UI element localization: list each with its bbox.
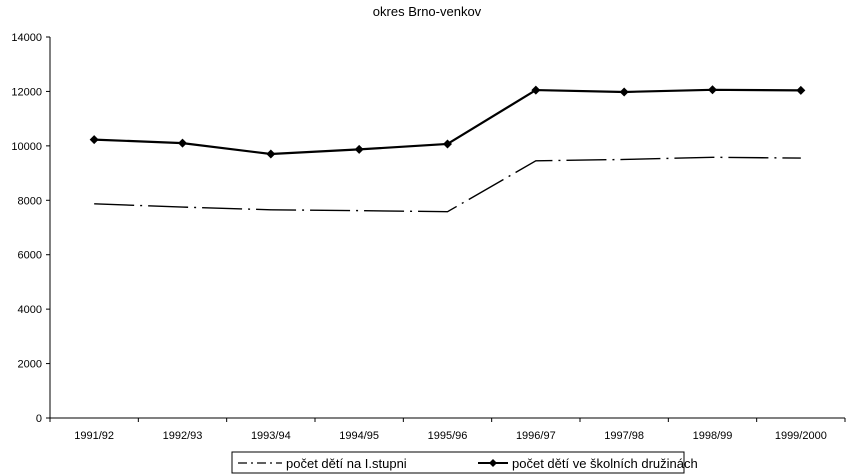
legend-diamond-icon (489, 459, 497, 467)
series-2-point (354, 144, 364, 154)
y-tick-label: 12000 (11, 86, 42, 98)
y-axis: 0 2000 4000 6000 8000 10000 12000 14000 (11, 32, 51, 425)
x-tick-label: 1992/93 (163, 430, 203, 442)
series-2-point (266, 149, 276, 159)
series-2-point (708, 85, 717, 95)
y-tick-label: 4000 (18, 304, 42, 316)
legend-label-series-1: počet dětí na I.stupni (286, 456, 407, 471)
series-2 (89, 85, 806, 159)
legend-label-series-2: počet dětí ve školních družinách (512, 456, 698, 471)
y-tick-label: 6000 (18, 250, 42, 262)
series-2-point (531, 85, 541, 95)
y-tick-label: 0 (36, 413, 42, 425)
y-tick-label: 8000 (18, 195, 42, 207)
x-tick-label: 1999/2000 (775, 430, 827, 442)
legend-box (231, 451, 685, 474)
y-tick-label: 2000 (18, 359, 42, 371)
x-tick-label: 1995/96 (428, 430, 468, 442)
series-2-point (178, 138, 187, 148)
series-2-point (89, 135, 99, 145)
legend: počet dětí na I.stupni počet dětí ve ško… (231, 451, 698, 474)
x-tick-label: 1994/95 (339, 430, 379, 442)
y-tick-label: 14000 (11, 32, 42, 44)
series-layer (89, 85, 806, 213)
x-axis: 1991/92 1992/93 1993/94 1994/95 1995/96 1996/… (49, 417, 846, 442)
y-tick-label: 10000 (11, 141, 42, 153)
chart-title: okres Brno-venkov (373, 4, 482, 19)
series-1 (94, 156, 801, 213)
series-2-point (443, 139, 452, 149)
x-tick-label: 1997/98 (604, 430, 644, 442)
x-tick-label: 1991/92 (74, 430, 114, 442)
x-tick-label: 1996/97 (516, 430, 556, 442)
series-2-point (796, 85, 806, 95)
series-2-point (619, 87, 629, 97)
x-tick-label: 1993/94 (251, 430, 291, 442)
series-1-line (94, 156, 801, 213)
x-tick-label: 1998/99 (693, 430, 733, 442)
